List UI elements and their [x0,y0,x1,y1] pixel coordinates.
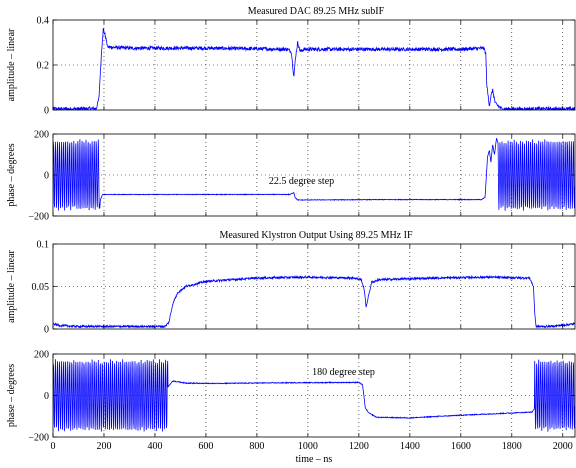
annotation: 22.5 degree step [269,176,334,187]
chart-panel-3: 0 0.05 0.1 Measured Klystron Output Using 8… [6,230,576,336]
chart-panel-1: 0 0.2 0.4 Measured DAC 89.25 MHz subIF ampli… [6,6,576,117]
x-tick-label: 1600 [451,441,471,452]
y-tick-label: 200 [34,130,49,141]
y-axis-label: amplitude – linear [6,249,17,322]
data-series-line [53,274,575,329]
y-tick-label: −200 [28,433,49,444]
y-tick-label: 0 [44,171,49,182]
x-tick-label: 2000 [553,441,573,452]
y-tick-label: 0.2 [37,61,50,72]
y-tick-label: 0.05 [32,282,50,293]
x-tick-label: 600 [198,441,213,452]
x-tick-label: 1000 [298,441,318,452]
data-series-line [53,27,575,110]
x-tick-label: 200 [96,441,111,452]
y-tick-label: 0 [44,391,49,402]
y-tick-label: −200 [28,212,49,223]
grid [53,354,575,437]
x-tick-label: 800 [249,441,264,452]
data-series-line [53,138,575,211]
x-tick-label: 400 [147,441,162,452]
x-tick-label: 1200 [349,441,369,452]
y-tick-label: 0 [44,325,49,336]
x-tick-label: 1800 [502,441,522,452]
data-series-line [53,359,575,432]
y-tick-label: 0 [44,106,49,117]
chart-panel-2: −200 0 200 phase – degrees 22.5 degree step [6,130,576,223]
x-tick-label: 0 [51,441,56,452]
grid [53,20,575,110]
grid [53,244,575,329]
y-tick-label: 200 [34,350,49,361]
y-axis-label: amplitude – linear [6,28,17,101]
x-axis-label: time – ns [296,454,333,465]
annotation: 180 degree step [312,367,375,378]
y-tick-label: 0.1 [37,240,50,251]
chart-title: Measured Klystron Output Using 89.25 MHz… [219,230,412,241]
x-tick-label: 1400 [400,441,420,452]
y-tick-label: 0.4 [37,16,50,27]
y-axis-label: phase – degrees [6,364,17,427]
y-axis-label: phase – degrees [6,143,17,206]
chart-title: Measured DAC 89.25 MHz subIF [248,6,385,17]
grid [53,134,575,216]
